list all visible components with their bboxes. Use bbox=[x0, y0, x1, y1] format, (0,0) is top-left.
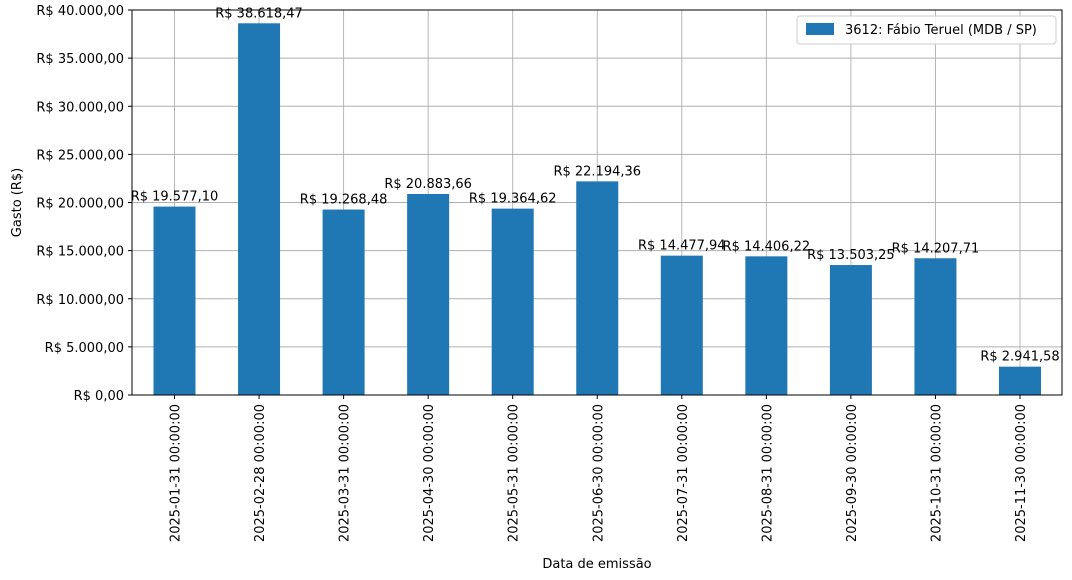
bars-layer bbox=[153, 23, 1041, 395]
x-axis-title: Data de emissão bbox=[542, 557, 651, 572]
bar bbox=[491, 208, 534, 395]
x-tick-label: 2025-04-30 00:00:00 bbox=[422, 404, 437, 542]
y-tick-label: R$ 40.000,00 bbox=[36, 4, 124, 19]
y-tick-label: R$ 25.000,00 bbox=[36, 148, 124, 163]
y-tick-label: R$ 15.000,00 bbox=[36, 245, 124, 260]
axes-layer: R$ 0,00 R$ 5.000,00 R$ 10.000,00 R$ 15.000,… bbox=[36, 4, 1063, 542]
x-tick-label: 2025-07-31 00:00:00 bbox=[676, 404, 691, 542]
bar-value-label: R$ 2.941,58 bbox=[980, 350, 1059, 365]
legend-label: 3612: Fábio Teruel (MDB / SP) bbox=[845, 23, 1037, 38]
legend-swatch bbox=[806, 23, 834, 35]
bar-value-label: R$ 13.503,25 bbox=[807, 248, 895, 263]
legend: 3612: Fábio Teruel (MDB / SP) bbox=[796, 15, 1057, 45]
x-tick-label: 2025-06-30 00:00:00 bbox=[591, 404, 606, 542]
bar-value-label: R$ 22.194,36 bbox=[553, 164, 641, 179]
x-tick-label: 2025-10-31 00:00:00 bbox=[929, 404, 944, 542]
y-tick-label: R$ 20.000,00 bbox=[36, 197, 124, 212]
bar-value-label: R$ 20.883,66 bbox=[384, 177, 472, 192]
x-tick-label: 2025-11-30 00:00:00 bbox=[1014, 404, 1029, 542]
y-tick-label: R$ 10.000,00 bbox=[36, 293, 124, 308]
bar-value-label: R$ 14.207,71 bbox=[892, 241, 980, 256]
bar-value-label: R$ 14.406,22 bbox=[723, 239, 811, 254]
x-tick-label: 2025-09-30 00:00:00 bbox=[845, 404, 860, 542]
x-tick-label: 2025-08-31 00:00:00 bbox=[760, 404, 775, 542]
y-axis-title: Gasto (R$) bbox=[10, 168, 25, 237]
bar bbox=[999, 366, 1041, 395]
x-tick-label: 2025-03-31 00:00:00 bbox=[338, 404, 353, 542]
bar-value-label: R$ 38.618,47 bbox=[215, 6, 303, 21]
bar bbox=[407, 193, 450, 395]
y-tick-label: R$ 35.000,00 bbox=[36, 52, 124, 67]
plot-frame bbox=[131, 9, 1063, 396]
legend-frame bbox=[796, 15, 1057, 45]
x-tick-label: 2025-05-31 00:00:00 bbox=[507, 404, 522, 542]
x-tick-label: 2025-01-31 00:00:00 bbox=[169, 404, 184, 542]
bar-value-label: R$ 14.477,94 bbox=[638, 239, 726, 254]
y-tick-label: R$ 5.000,00 bbox=[45, 341, 124, 356]
y-tick-label: R$ 0,00 bbox=[74, 389, 124, 404]
bar bbox=[238, 23, 281, 395]
bar bbox=[914, 258, 957, 395]
bar bbox=[829, 265, 872, 395]
bar-value-label: R$ 19.364,62 bbox=[469, 192, 557, 207]
x-tick-label: 2025-02-28 00:00:00 bbox=[253, 404, 268, 542]
bar bbox=[745, 256, 788, 395]
bar-value-label: R$ 19.268,48 bbox=[300, 193, 388, 208]
bar bbox=[322, 209, 365, 395]
bar-value-label: R$ 19.577,10 bbox=[131, 190, 219, 205]
bar bbox=[153, 206, 196, 395]
bar bbox=[576, 181, 619, 395]
y-tick-label: R$ 30.000,00 bbox=[36, 100, 124, 115]
bar bbox=[660, 255, 703, 395]
data-labels-layer: R$ 19.577,10R$ 38.618,47R$ 19.268,48R$ 2… bbox=[131, 6, 1060, 364]
